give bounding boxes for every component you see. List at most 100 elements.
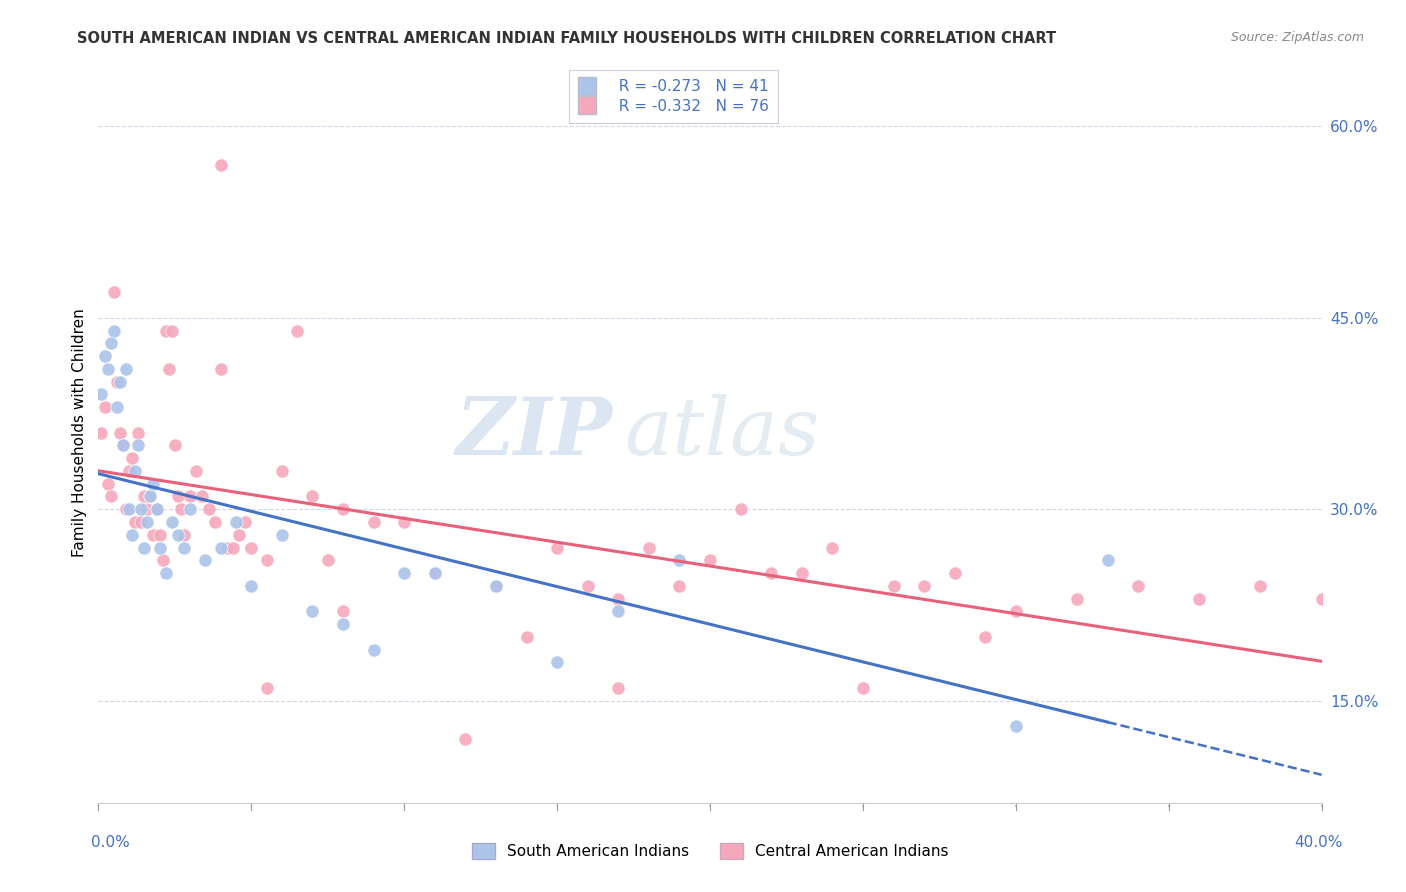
Point <box>363 642 385 657</box>
Point <box>821 541 844 555</box>
Point <box>485 579 508 593</box>
Point <box>139 490 162 504</box>
Point <box>204 515 226 529</box>
Point <box>103 324 125 338</box>
Point <box>118 502 141 516</box>
Point <box>759 566 782 580</box>
Point <box>790 566 813 580</box>
Point <box>186 464 208 478</box>
Point <box>124 515 146 529</box>
Point <box>607 681 630 695</box>
Point <box>152 553 174 567</box>
Point <box>100 336 122 351</box>
Point <box>1004 719 1026 733</box>
Point <box>363 515 385 529</box>
Point <box>730 502 752 516</box>
Point <box>167 490 190 504</box>
Point <box>134 490 156 504</box>
Point <box>668 553 690 567</box>
Point <box>134 541 156 555</box>
Point <box>240 541 263 555</box>
Point <box>546 541 568 555</box>
Point <box>167 527 190 541</box>
Point <box>576 579 599 593</box>
Text: atlas: atlas <box>624 394 820 471</box>
Point <box>332 617 354 632</box>
Point <box>454 731 477 746</box>
Point <box>173 527 195 541</box>
Point <box>129 502 152 516</box>
Point <box>546 656 568 670</box>
Point <box>191 490 214 504</box>
Point <box>423 566 446 580</box>
Point <box>392 515 416 529</box>
Point <box>209 361 232 376</box>
Point <box>97 476 120 491</box>
Point <box>136 515 159 529</box>
Text: 0.0%: 0.0% <box>91 836 131 850</box>
Point <box>118 464 141 478</box>
Point <box>240 579 263 593</box>
Point <box>103 285 125 300</box>
Point <box>90 387 112 401</box>
Point <box>215 541 238 555</box>
Point <box>423 566 446 580</box>
Text: 40.0%: 40.0% <box>1295 836 1343 850</box>
Point <box>912 579 935 593</box>
Point <box>115 502 138 516</box>
Point <box>222 541 245 555</box>
Point <box>1128 579 1150 593</box>
Point <box>256 681 278 695</box>
Point <box>127 438 149 452</box>
Point <box>316 553 339 567</box>
Point <box>124 464 146 478</box>
Point <box>108 425 131 440</box>
Point <box>1066 591 1088 606</box>
Point <box>93 400 115 414</box>
Point <box>90 425 112 440</box>
Point <box>1004 604 1026 618</box>
Point <box>301 490 323 504</box>
Point <box>136 502 159 516</box>
Text: SOUTH AMERICAN INDIAN VS CENTRAL AMERICAN INDIAN FAMILY HOUSEHOLDS WITH CHILDREN: SOUTH AMERICAN INDIAN VS CENTRAL AMERICA… <box>77 31 1056 46</box>
Point <box>209 541 232 555</box>
Point <box>974 630 997 644</box>
Point <box>115 361 138 376</box>
Point <box>699 553 721 567</box>
Point <box>270 464 292 478</box>
Point <box>105 375 128 389</box>
Point <box>1249 579 1271 593</box>
Point <box>233 515 256 529</box>
Point <box>194 553 217 567</box>
Point <box>149 527 172 541</box>
Point <box>149 541 172 555</box>
Point <box>142 527 165 541</box>
Point <box>392 566 416 580</box>
Point <box>285 324 308 338</box>
Point <box>105 400 128 414</box>
Point <box>97 361 120 376</box>
Point <box>301 604 323 618</box>
Point <box>852 681 875 695</box>
Point <box>163 438 186 452</box>
Point <box>142 476 165 491</box>
Point <box>270 527 292 541</box>
Point <box>256 553 278 567</box>
Point <box>179 490 201 504</box>
Y-axis label: Family Households with Children: Family Households with Children <box>72 309 87 557</box>
Point <box>607 591 630 606</box>
Point <box>1310 591 1333 606</box>
Point <box>155 566 177 580</box>
Point <box>607 604 630 618</box>
Point <box>485 579 508 593</box>
Point <box>145 502 167 516</box>
Point <box>179 502 201 516</box>
Point <box>121 527 143 541</box>
Point <box>1097 553 1119 567</box>
Point <box>121 451 143 466</box>
Point <box>668 579 690 593</box>
Point <box>93 349 115 363</box>
Point <box>127 425 149 440</box>
Point <box>155 324 177 338</box>
Point <box>209 157 232 171</box>
